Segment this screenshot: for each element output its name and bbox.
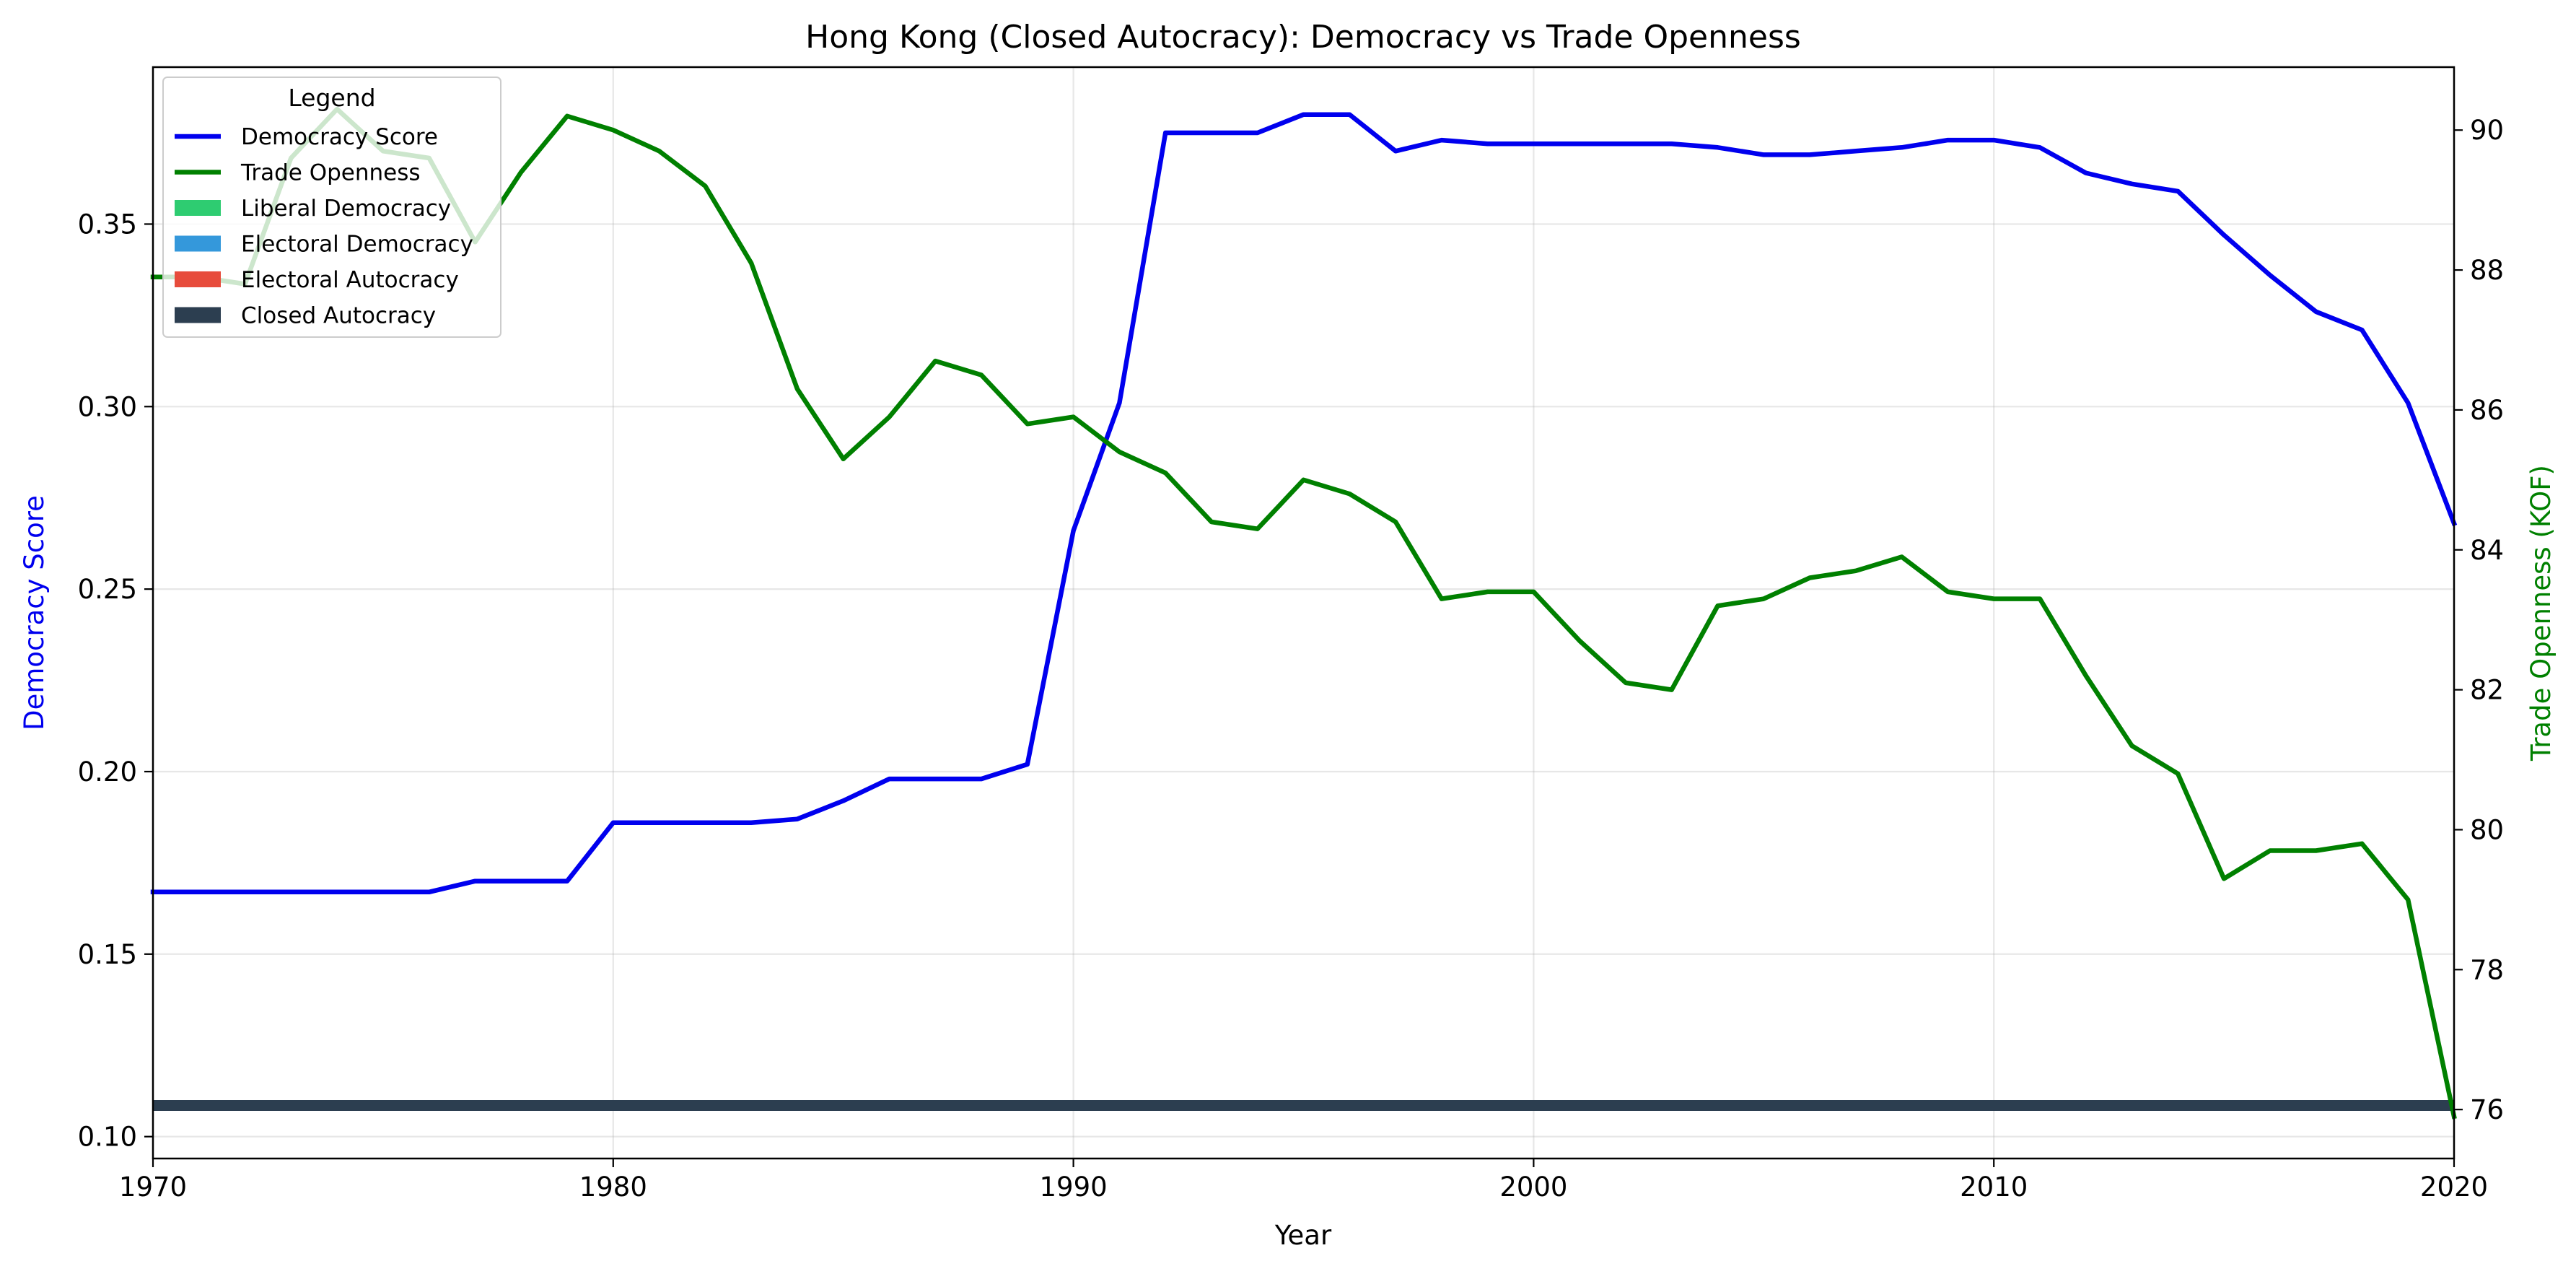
x-tick-label: 2000 <box>1499 1172 1567 1203</box>
series-line-trade-openness <box>150 106 2457 1120</box>
regime-band-closed-autocracy <box>153 1100 2454 1111</box>
plot-frame <box>152 66 2455 1160</box>
left-y-tick-label: 0.15 <box>78 939 137 970</box>
right-y-tick-label: 88 <box>2470 255 2504 286</box>
right-y-tick-label: 84 <box>2470 535 2504 566</box>
legend: Legend Democracy Score Trade Openness Libe… <box>162 77 501 338</box>
right-y-tick-label: 78 <box>2470 954 2504 985</box>
legend-label-electoral-democracy: Electoral Democracy <box>241 232 473 258</box>
left-y-axis-ticks: 0.10 0.15 0.20 0.25 0.30 0.35 <box>78 209 153 1153</box>
right-y-tick-label: 76 <box>2470 1094 2504 1125</box>
series-line-democracy-score <box>150 112 2458 895</box>
legend-label-electoral-autocracy: Electoral Autocracy <box>241 267 459 293</box>
legend-swatch-electoral-democracy <box>175 235 221 252</box>
x-tick-label: 2020 <box>2420 1172 2488 1203</box>
series-lines <box>150 106 2458 1120</box>
left-y-tick-label: 0.10 <box>78 1122 137 1153</box>
legend-label-democracy-score: Democracy Score <box>241 124 438 150</box>
right-y-tick-label: 80 <box>2470 814 2504 845</box>
legend-swatch-electoral-autocracy <box>175 271 221 287</box>
x-tick-label: 1980 <box>579 1172 647 1203</box>
right-y-axis-ticks: 76 78 80 82 84 86 88 90 <box>2454 115 2504 1125</box>
chart-title: Hong Kong (Closed Autocracy): Democracy … <box>805 19 1801 56</box>
legend-swatch-liberal-democracy <box>175 200 221 216</box>
grid <box>152 67 2455 1159</box>
legend-title: Legend <box>288 84 375 112</box>
right-y-axis-title: Trade Openness (KOF) <box>2525 465 2557 762</box>
regime-band <box>153 1100 2454 1111</box>
x-tick-label: 2010 <box>1960 1172 2028 1203</box>
right-y-tick-label: 82 <box>2470 675 2504 706</box>
legend-box <box>162 77 501 338</box>
legend-label-closed-autocracy: Closed Autocracy <box>241 303 436 329</box>
legend-label-trade-openness: Trade Openness <box>240 160 421 186</box>
x-axis-title: Year <box>1274 1220 1332 1251</box>
left-y-tick-label: 0.35 <box>78 209 137 240</box>
right-y-tick-label: 86 <box>2470 395 2504 426</box>
left-y-tick-label: 0.25 <box>78 574 137 605</box>
x-axis-ticks: 1970 1980 1990 2000 2010 2020 <box>119 1159 2488 1203</box>
legend-label-liberal-democracy: Liberal Democracy <box>241 196 451 222</box>
legend-swatch-closed-autocracy <box>175 307 221 323</box>
x-tick-label: 1990 <box>1040 1172 1108 1203</box>
legend-items: Democracy Score Trade Openness Liberal Dem… <box>175 124 473 329</box>
left-y-tick-label: 0.20 <box>78 756 137 787</box>
left-y-tick-label: 0.30 <box>78 391 137 422</box>
right-y-tick-label: 90 <box>2470 115 2504 146</box>
x-tick-label: 1970 <box>119 1172 187 1203</box>
left-y-axis-title: Democracy Score <box>19 495 50 730</box>
